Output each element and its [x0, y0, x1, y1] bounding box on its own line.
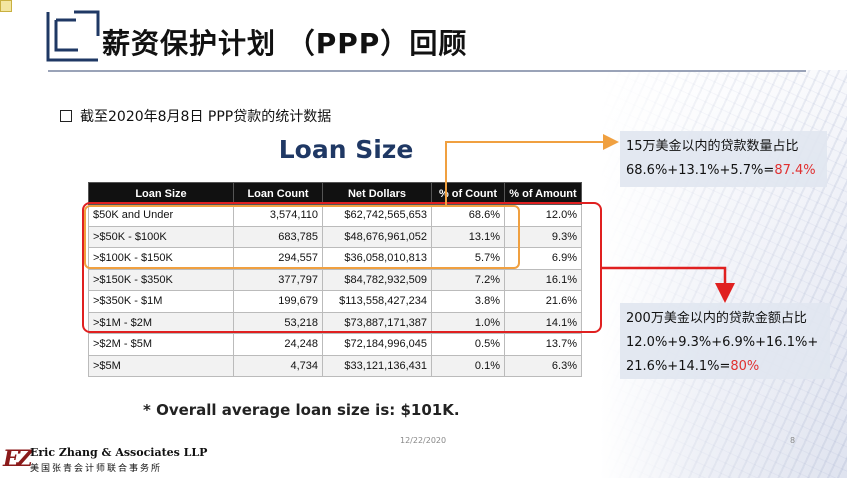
count-callout-formula: 68.6%+13.1%+5.7%=87.4%	[626, 163, 816, 178]
cell-pct-amount: 16.1%	[504, 268, 582, 291]
cell-pct-amount: 12.0%	[504, 204, 582, 227]
table-row: >$100K - $150K 294,557 $36,058,010,813 5…	[88, 247, 582, 270]
title-divider	[48, 70, 806, 72]
cell-loan-size: >$5M	[88, 354, 234, 377]
table-row: $50K and Under 3,574,110 $62,742,565,653…	[88, 204, 582, 227]
cell-net-dollars: $113,558,427,234	[322, 290, 432, 313]
count-callout: 15万美金以内的贷款数量占比 68.6%+13.1%+5.7%=87.4%	[620, 131, 827, 187]
cell-pct-amount: 21.6%	[504, 290, 582, 313]
cell-net-dollars: $84,782,932,509	[322, 268, 432, 291]
slide-date: 12/22/2020	[400, 436, 447, 445]
amount-callout-title: 200万美金以内的贷款金额占比	[626, 311, 807, 326]
cell-loan-size: $50K and Under	[88, 204, 234, 227]
firm-name-chinese: 美国张青会计师联合事务所	[30, 464, 163, 474]
cell-pct-count: 1.0%	[431, 311, 505, 334]
col-header-loan-count: Loan Count	[233, 182, 323, 205]
cell-net-dollars: $33,121,136,431	[322, 354, 432, 377]
cell-loan-size: >$150K - $350K	[88, 268, 234, 291]
cell-net-dollars: $72,184,996,045	[322, 333, 432, 356]
cell-pct-count: 13.1%	[431, 225, 505, 248]
cell-loan-count: 53,218	[233, 311, 323, 334]
table-title: Loan Size	[278, 135, 414, 164]
table-row: >$150K - $350K 377,797 $84,782,932,509 7…	[88, 268, 582, 291]
amount-callout-formula-line2: 21.6%+14.1%=80%	[626, 359, 760, 374]
loan-size-table: Loan Size Loan Count Net Dollars % of Co…	[88, 182, 582, 377]
cell-pct-amount: 6.3%	[504, 354, 582, 377]
firm-name: Eric Zhang & Associates LLP	[30, 446, 208, 459]
col-header-net-dollars: Net Dollars	[322, 182, 432, 205]
cell-loan-count: 4,734	[233, 354, 323, 377]
cell-pct-count: 0.1%	[431, 354, 505, 377]
cell-loan-count: 377,797	[233, 268, 323, 291]
cell-loan-size: >$50K - $100K	[88, 225, 234, 248]
table-row: >$5M 4,734 $33,121,136,431 0.1% 6.3%	[88, 354, 582, 377]
count-callout-title: 15万美金以内的贷款数量占比	[626, 139, 799, 154]
amount-callout-formula-line1: 12.0%+9.3%+6.9%+16.1%+	[626, 335, 819, 350]
amount-highlight-box	[82, 202, 602, 333]
count-highlight-box	[84, 205, 520, 269]
cell-pct-amount: 13.7%	[504, 333, 582, 356]
count-callout-result: 87.4%	[774, 163, 816, 178]
cell-net-dollars: $48,676,961,052	[322, 225, 432, 248]
cell-loan-count: 683,785	[233, 225, 323, 248]
bullet-text: 截至2020年8月8日 PPP贷款的统计数据	[80, 109, 332, 125]
note-icon[interactable]	[0, 0, 12, 12]
cell-pct-count: 0.5%	[431, 333, 505, 356]
title-frame-icon	[46, 10, 100, 62]
checkbox-bullet-icon	[60, 110, 72, 122]
table-row: >$1M - $2M 53,218 $73,887,171,387 1.0% 1…	[88, 311, 582, 334]
bullet-item: 截至2020年8月8日 PPP贷款的统计数据	[60, 106, 331, 126]
amount-callout-result: 80%	[730, 359, 760, 374]
amount-callout: 200万美金以内的贷款金额占比 12.0%+9.3%+6.9%+16.1%+ 2…	[620, 303, 830, 379]
cell-loan-size: >$2M - $5M	[88, 333, 234, 356]
cell-loan-size: >$1M - $2M	[88, 311, 234, 334]
page-title: 薪资保护计划 （PPP）回顾	[102, 27, 468, 60]
table-row: >$50K - $100K 683,785 $48,676,961,052 13…	[88, 225, 582, 248]
page-number: 8	[790, 436, 796, 445]
cell-loan-count: 24,248	[233, 333, 323, 356]
col-header-loan-size: Loan Size	[88, 182, 234, 205]
average-loan-note: * Overall average loan size is: $101K.	[143, 401, 460, 419]
table-row: >$2M - $5M 24,248 $72,184,996,045 0.5% 1…	[88, 333, 582, 356]
firm-logo: EZ	[3, 446, 33, 472]
